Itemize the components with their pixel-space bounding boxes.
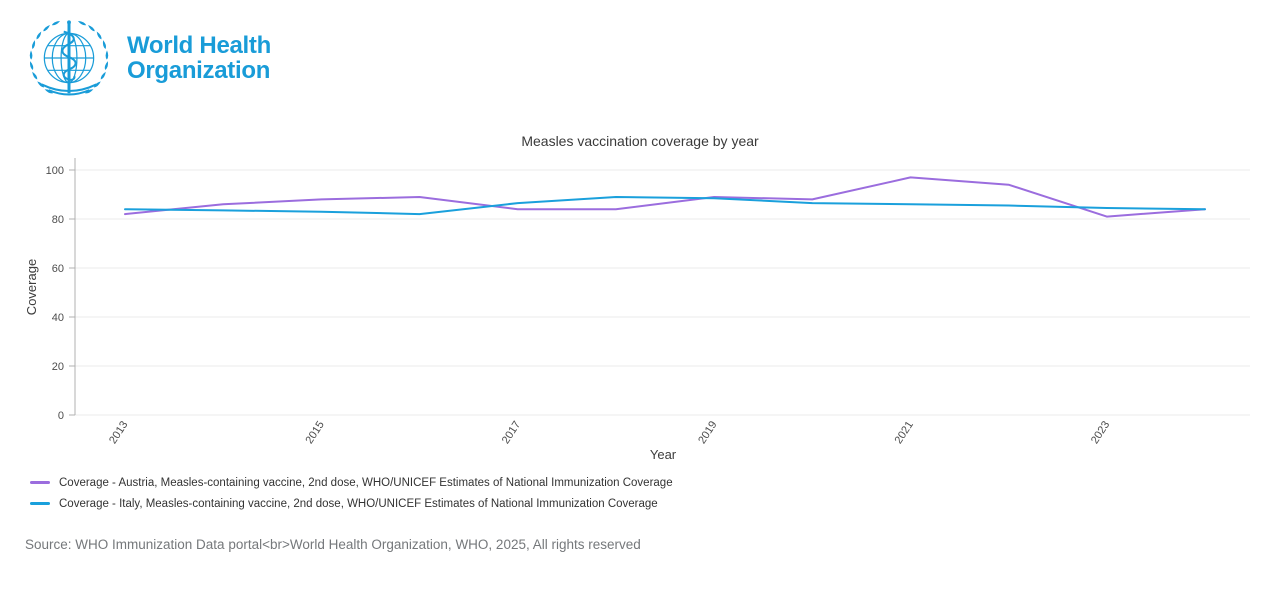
who-logo-line1: World Health [127,32,271,59]
x-tick-label-2019: 2019 [696,419,719,446]
legend-swatch-italy [30,502,50,505]
chart-title: Measles vaccination coverage by year [521,133,759,149]
laurel-leaf [96,31,102,40]
chart-legend: Coverage - Austria, Measles-containing v… [30,475,673,517]
laurel-leaf [29,50,33,60]
x-axis-title: Year [650,447,677,462]
laurel-leaf [29,61,34,70]
series-line-austria[interactable] [124,176,1206,218]
y-tick-label-20: 20 [52,361,64,373]
who-emblem-icon [29,20,109,96]
axes: 0 20 40 60 80 100 2013 2015 2017 2019 2021 2023 [46,158,1112,446]
laurel-leaf [36,31,42,40]
y-tick-label-60: 60 [52,263,64,275]
y-tick-label-0: 0 [58,410,64,422]
y-axis-title: Coverage [24,259,39,315]
laurel-leaf [88,24,95,32]
legend-label-italy: Coverage - Italy, Measles-containing vac… [59,497,658,510]
laurel-leaf [44,89,53,94]
source-note: Source: WHO Immunization Data portal<br>… [25,537,641,552]
laurel-leaf [37,81,45,88]
legend-label-austria: Coverage - Austria, Measles-containing v… [59,476,673,489]
who-logo: World Health Organization [25,14,271,102]
laurel-leaf [100,71,106,80]
x-tick-label-2013: 2013 [107,419,130,446]
laurel-leaf [77,20,87,26]
laurel-leaf [93,81,101,88]
coverage-line-chart: 0 20 40 60 80 100 2013 2015 2017 2019 2021 2023 Cov… [24,158,1250,462]
series-lines [124,176,1206,218]
x-tick-label-2017: 2017 [500,419,523,446]
laurel-leaf [104,61,109,70]
series-line-italy[interactable] [124,196,1206,216]
laurel-leaf [102,40,107,50]
laurel-leaf [31,40,36,50]
laurel-leaf [32,71,38,80]
x-tick-label-2015: 2015 [303,419,326,446]
legend-swatch-austria [30,481,50,484]
who-logo-line2: Organization [127,57,271,84]
y-tick-label-100: 100 [46,165,64,177]
legend-item-austria[interactable]: Coverage - Austria, Measles-containing v… [30,475,673,490]
who-logo-text: World Health Organization [127,33,271,83]
laurel-leaf [105,50,109,60]
laurel-leaf [85,89,94,94]
x-tick-label-2021: 2021 [893,419,916,446]
y-tick-label-80: 80 [52,214,64,226]
legend-item-italy[interactable]: Coverage - Italy, Measles-containing vac… [30,496,673,511]
gridlines [75,169,1250,416]
laurel-leaf [43,24,50,32]
laurel-leaf [51,20,61,26]
y-tick-label-40: 40 [52,312,64,324]
x-tick-label-2023: 2023 [1089,419,1112,446]
